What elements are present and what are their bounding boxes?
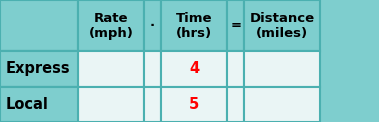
- Bar: [144, 0, 161, 51]
- Text: 5: 5: [189, 97, 199, 112]
- Text: Local: Local: [6, 97, 49, 112]
- Text: ·: ·: [150, 19, 155, 32]
- Bar: [227, 0, 244, 51]
- Bar: [0, 87, 78, 122]
- Bar: [227, 87, 244, 122]
- Bar: [227, 51, 244, 87]
- Text: Time
(hrs): Time (hrs): [176, 12, 213, 40]
- Text: Distance
(miles): Distance (miles): [250, 12, 315, 40]
- Bar: [78, 0, 144, 51]
- Bar: [0, 87, 78, 122]
- Bar: [244, 87, 320, 122]
- Text: Rate
(mph): Rate (mph): [88, 12, 133, 40]
- Text: =: =: [230, 19, 241, 32]
- Bar: [0, 0, 78, 51]
- Bar: [144, 51, 161, 87]
- Bar: [78, 87, 144, 122]
- Text: 4: 4: [189, 61, 199, 76]
- Bar: [78, 51, 144, 87]
- Bar: [144, 87, 161, 122]
- Bar: [161, 51, 227, 87]
- Bar: [244, 0, 320, 51]
- Bar: [244, 51, 320, 87]
- Bar: [0, 51, 78, 87]
- Bar: [161, 87, 227, 122]
- Bar: [0, 51, 78, 87]
- Bar: [161, 0, 227, 51]
- Text: Express: Express: [6, 61, 70, 76]
